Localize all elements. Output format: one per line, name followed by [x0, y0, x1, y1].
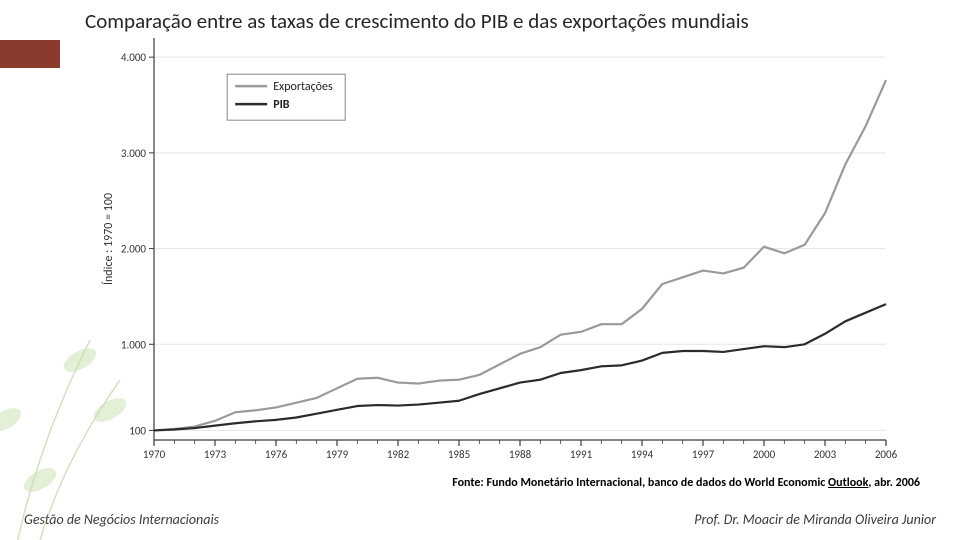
svg-text:3.000: 3.000 [121, 147, 147, 160]
svg-text:1988: 1988 [509, 448, 532, 461]
svg-text:Exportações: Exportações [273, 80, 333, 94]
svg-text:1979: 1979 [326, 448, 349, 461]
svg-text:1.000: 1.000 [121, 338, 147, 351]
svg-text:1994: 1994 [631, 448, 654, 461]
footer-left: Gestão de Negócios Internacionais [24, 511, 219, 528]
source-line: Fonte: Fundo Monetário Internacional, ba… [452, 476, 920, 490]
svg-text:1970: 1970 [143, 448, 166, 461]
footer-right: Prof. Dr. Moacir de Miranda Oliveira Jun… [694, 511, 936, 528]
svg-text:2000: 2000 [753, 448, 776, 461]
svg-text:2.000: 2.000 [121, 243, 147, 256]
accent-bar [0, 40, 60, 68]
line-chart: 1970 1973 1976 1979 1982 1985 1988 1991 1994 1997… [98, 32, 898, 468]
source-prefix: Fonte: Fundo Monetário Internacional, ba… [452, 476, 828, 490]
svg-text:4.000: 4.000 [121, 51, 147, 64]
svg-text:2006: 2006 [875, 448, 898, 461]
source-suffix: , abr. 2006 [868, 476, 920, 490]
slide-title: Comparação entre as taxas de crescimento… [85, 8, 920, 34]
svg-text:100: 100 [129, 424, 146, 437]
svg-text:PIB: PIB [273, 98, 290, 112]
svg-text:1997: 1997 [692, 448, 715, 461]
source-underlined: Outlook [828, 476, 868, 490]
svg-text:2003: 2003 [814, 448, 837, 461]
svg-text:1985: 1985 [448, 448, 470, 461]
svg-text:1976: 1976 [265, 448, 288, 461]
svg-text:1982: 1982 [387, 448, 410, 461]
chart-container: 1970 1973 1976 1979 1982 1985 1988 1991 1994 1997… [98, 32, 898, 468]
svg-text:1973: 1973 [204, 448, 227, 461]
svg-text:1991: 1991 [570, 448, 593, 461]
svg-text:Índice : 1970 = 100: Índice : 1970 = 100 [101, 193, 116, 285]
